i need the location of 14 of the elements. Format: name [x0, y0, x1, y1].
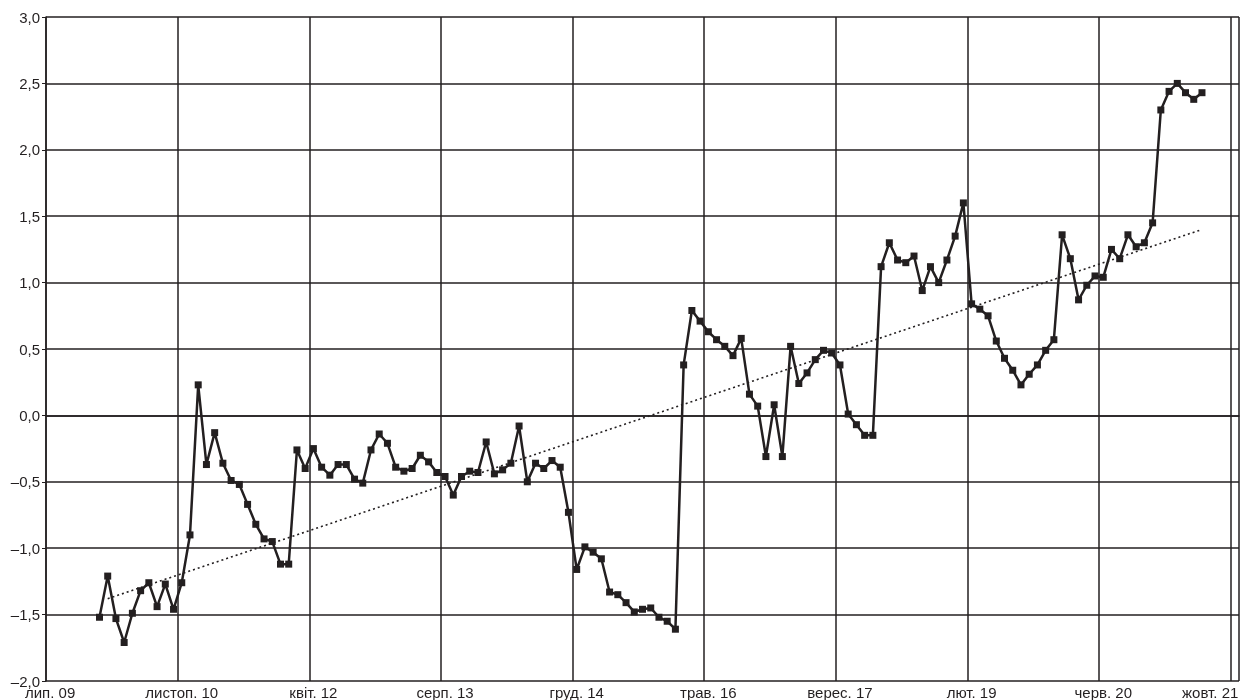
- y-tick-label: 2,5: [19, 74, 40, 92]
- x-tick-label: жовт. 21: [1182, 684, 1239, 700]
- y-tick-label: –1,0: [10, 539, 40, 557]
- y-tick-label: –0,5: [10, 473, 40, 491]
- x-tick-label: лют. 19: [946, 684, 997, 700]
- y-tick-label: 3,0: [19, 8, 40, 26]
- x-tick-label: квіт. 12: [289, 684, 338, 700]
- y-tick-label: 1,0: [19, 274, 40, 292]
- y-tick-label: 1,5: [19, 207, 40, 225]
- y-tick-label: 2,0: [19, 141, 40, 159]
- y-tick-label: –1,5: [10, 606, 40, 624]
- y-tick-label: 0,5: [19, 340, 40, 358]
- x-tick-label: листоп. 10: [145, 684, 219, 700]
- y-tick-label: 0,0: [19, 406, 40, 424]
